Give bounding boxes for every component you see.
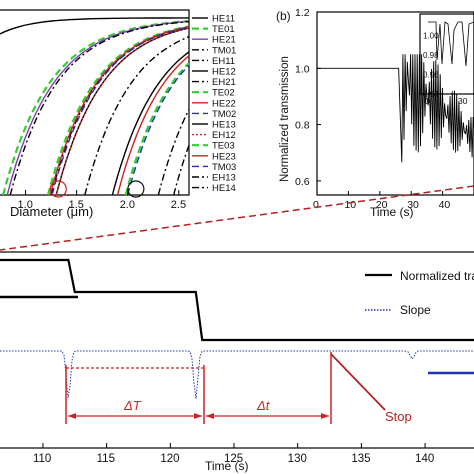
legend-label-tm02: TM02 <box>212 109 236 120</box>
mode-curve-te03 <box>124 62 190 196</box>
panel-b-xtick-label: 30 <box>407 199 419 211</box>
panel-b-ytick-label: 1.2 <box>295 7 310 19</box>
inset-xtick-label: 30 <box>458 96 468 106</box>
panel-b-ytick-label: 1.0 <box>295 63 310 75</box>
legend-label-slope: Slope <box>400 303 431 317</box>
mode-curves <box>0 17 190 198</box>
inset-trace <box>428 21 474 67</box>
panel-a-tick-label: 2.5 <box>171 199 186 211</box>
mode-curve-tm02 <box>51 26 190 196</box>
legend-label-te01: TE01 <box>212 24 235 35</box>
cutoff-circle-1 <box>49 180 67 198</box>
legend-label-he14: HE14 <box>212 183 236 194</box>
legend-label-eh12: EH12 <box>212 130 236 141</box>
legend-label-eh13: EH13 <box>212 173 236 184</box>
mode-curve-he11 <box>0 17 189 35</box>
panel-b-xtick-label: 10 <box>344 199 356 211</box>
inset-ytick-label: 1.00 <box>423 32 439 41</box>
mode-curve-eh21 <box>84 36 190 196</box>
delta-T-label: ΔT <box>123 398 142 413</box>
panel-c-tick-label: 120 <box>160 453 179 465</box>
panel-b-frame <box>316 11 474 196</box>
panel-b-ytick-label: 0.6 <box>295 176 310 188</box>
panel-b-xtick-label: 20 <box>376 199 388 211</box>
slope-trace <box>0 350 474 399</box>
inset-xtick-label: 0 <box>425 96 430 106</box>
legend-label-te03: TE03 <box>212 141 235 152</box>
panel-b-xlabel: Time (s) <box>370 205 414 219</box>
inset-ticks: 0.94 0.96 0.98 1.00 0 30 <box>423 32 468 107</box>
panel-a-xlabel: Diameter (μm) <box>10 204 93 219</box>
inset-ytick-label: 0.94 <box>423 90 439 99</box>
mode-curve-he23 <box>116 55 190 196</box>
stop-label: Stop <box>385 409 412 424</box>
legend-label-he11: HE11 <box>212 14 235 25</box>
legend-label-eh21: EH21 <box>212 77 236 88</box>
mode-curve-he22 <box>49 26 190 196</box>
panel-c-tick-label: 110 <box>33 453 51 465</box>
panel-a-x-ticks: 1.0 1.5 2.0 2.5 <box>18 190 186 211</box>
legend-label-transmission: Normalized transmission <box>400 269 474 283</box>
legend-label-he13: HE13 <box>212 120 236 131</box>
mode-curve-tm01 <box>9 20 190 196</box>
transmission-slope-panel: 110 115 120 125 130 135 140 Time (s) ΔT Δt Sto… <box>0 251 474 473</box>
panel-b-trace <box>317 54 474 163</box>
mode-curve-tm03 <box>127 64 190 196</box>
panel-b-ytick-label: 0.8 <box>295 120 310 132</box>
legend-label-tm03: TM03 <box>212 162 236 173</box>
panel-b-xtick-label: 40 <box>439 199 451 211</box>
mode-dispersion-panel: 1.0 1.5 2.0 2.5 Diameter (μm) HE11TE01HE21T… <box>0 9 236 219</box>
panel-a-frame <box>0 9 190 196</box>
mode-curve-he12 <box>55 27 190 196</box>
mode-curve-te01 <box>2 20 190 196</box>
cutoff-circle-2 <box>127 180 145 198</box>
transmission-panel: (b) Normalized transmission Time (s) 0 10… <box>276 7 474 219</box>
panel-c-legend: Normalized transmission Slope <box>365 269 474 317</box>
panel-c-x-ticks: 110 115 120 125 130 135 140 <box>33 443 434 465</box>
legend-label-he22: HE22 <box>212 98 236 109</box>
panel-b-xtick-label: 0 <box>313 199 319 211</box>
transmission-oscillation <box>317 54 474 163</box>
panel-a-tick-label: 1.5 <box>69 199 84 211</box>
panel-a-legend: HE11TE01HE21TM01EH11HE12EH21TE02HE22TM02… <box>192 14 236 194</box>
mode-curve-eh13 <box>157 109 190 196</box>
panel-b-ticks: 0 10 20 30 40 0.6 0.8 1.0 1.2 <box>295 7 450 211</box>
stop-pointer-line <box>330 353 386 411</box>
inset-ytick-label: 0.98 <box>423 51 439 60</box>
normalized-transmission-trace <box>0 258 474 342</box>
legend-label-he12: HE12 <box>212 67 236 78</box>
legend-label-te02: TE02 <box>212 88 235 99</box>
mode-curve-te02 <box>46 25 190 196</box>
mode-curve-he13 <box>111 51 190 196</box>
panel-c-tick-label: 135 <box>351 453 370 465</box>
inset-ytick-label: 0.96 <box>423 71 439 80</box>
mode-curve-eh12 <box>55 27 190 196</box>
zoom-connector-line <box>0 185 474 251</box>
panel-b-ylabel: Normalized transmission <box>279 56 291 182</box>
panel-b-label: (b) <box>276 9 291 23</box>
mode-curve-he14 <box>173 144 190 196</box>
legend-label-he21: HE21 <box>212 35 236 46</box>
legend-label-he23: HE23 <box>212 151 236 162</box>
panel-a-tick-label: 1.0 <box>18 199 33 211</box>
legend-label-eh11: EH11 <box>212 56 235 67</box>
panel-c-tick-label: 115 <box>97 453 115 465</box>
legend-label-tm01: TM01 <box>212 45 236 56</box>
panel-c-frame <box>0 251 474 449</box>
panel-c-tick-label: 140 <box>415 453 434 465</box>
panel-c-xlabel: Time (s) <box>205 459 249 473</box>
panel-c-tick-label: 130 <box>288 453 307 465</box>
inset-frame <box>419 13 474 95</box>
panel-c-tick-label: 125 <box>224 453 243 465</box>
panel-a-tick-label: 2.0 <box>120 199 135 211</box>
delta-t-label: Δt <box>256 398 271 413</box>
